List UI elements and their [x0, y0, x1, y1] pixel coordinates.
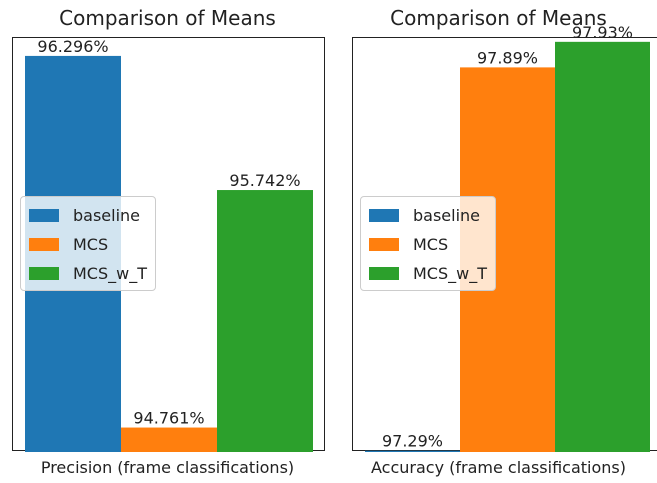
legend-item-mcs: MCS [29, 230, 147, 259]
plot-area: 96.296% 94.761% 95.742% [12, 37, 325, 453]
legend-item-baseline: baseline [369, 201, 487, 230]
legend-item-mcs-w-t: MCS_w_T [369, 259, 487, 288]
bar-mcs-w-t [555, 41, 650, 452]
bar-value-label-baseline: 97.29% [382, 432, 443, 451]
bar-value-label-mcs: 94.761% [133, 409, 204, 428]
legend-label-baseline: baseline [413, 206, 481, 225]
chart-title: Comparison of Means [59, 6, 276, 30]
legend-swatch-baseline [369, 209, 399, 222]
legend-label-mcs: MCS [73, 235, 109, 254]
legend-swatch-mcs-w-t [29, 267, 59, 280]
x-axis-label: Accuracy (frame classifications) [371, 458, 626, 477]
legend-swatch-mcs [29, 238, 59, 251]
legend-item-mcs-w-t: MCS_w_T [29, 259, 147, 288]
legend-swatch-mcs-w-t [369, 267, 399, 280]
legend-swatch-mcs [369, 238, 399, 251]
accuracy-chart-panel: Comparison of Means 97.29% 97.89% 97.93% b… [340, 0, 657, 483]
legend-label-mcs-w-t: MCS_w_T [73, 264, 147, 283]
legend: baseline MCS MCS_w_T [20, 196, 156, 291]
legend-item-baseline: baseline [29, 201, 147, 230]
legend-label-baseline: baseline [73, 206, 141, 225]
bar-value-label-mcs: 97.89% [477, 48, 538, 67]
precision-chart-panel: Comparison of Means 96.296% 94.761% 95.742… [12, 6, 325, 477]
bar-baseline [365, 450, 460, 452]
legend-item-mcs: MCS [369, 230, 487, 259]
bar-chart-svg: 96.296% 94.761% 95.742% [25, 37, 313, 453]
bar-value-label-baseline: 96.296% [37, 37, 108, 56]
legend: baseline MCS MCS_w_T [360, 196, 496, 291]
legend-label-mcs-w-t: MCS_w_T [413, 264, 487, 283]
bar-value-label-mcs-w-t: 95.742% [229, 171, 300, 190]
legend-swatch-baseline [29, 209, 59, 222]
chart-title: Comparison of Means [390, 6, 607, 30]
bar-mcs-w-t [217, 190, 313, 452]
legend-label-mcs: MCS [413, 235, 449, 254]
x-axis-label: Precision (frame classifications) [40, 458, 295, 477]
bar-mcs [121, 427, 217, 452]
bar-value-label-mcs-w-t: 97.93% [572, 23, 633, 42]
